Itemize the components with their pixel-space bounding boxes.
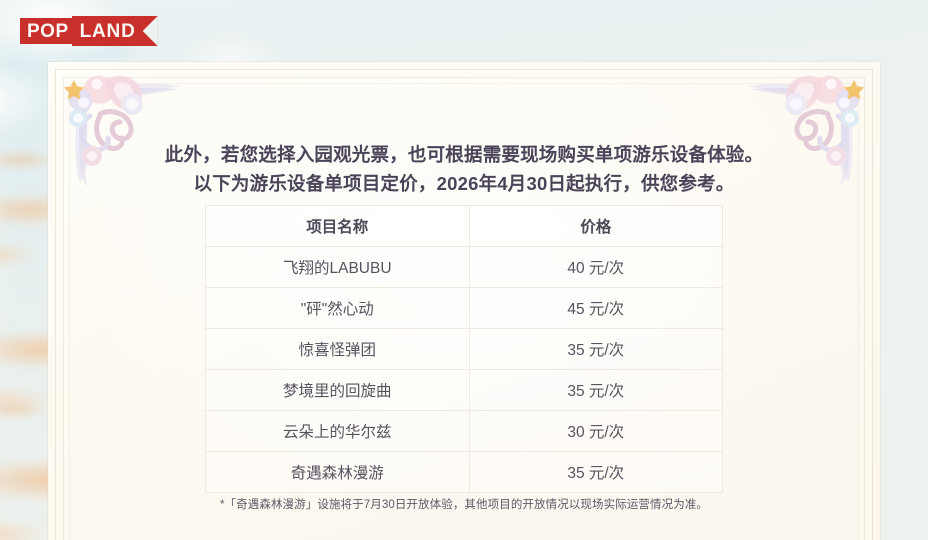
page-title: 此外，若您选择入园观光票，也可根据需要现场购买单项游乐设备体验。 以下为游乐设备… — [0, 140, 928, 198]
heading-line-1: 此外，若您选择入园观光票，也可根据需要现场购买单项游乐设备体验。 — [164, 144, 764, 165]
cell-item-name: 梦境里的回旋曲 — [205, 369, 470, 411]
table-row: 飞翔的LABUBU 40 元/次 — [205, 246, 724, 288]
table-row: 惊喜怪弹团 35 元/次 — [205, 328, 724, 370]
logo-pop-text: POP — [20, 18, 75, 44]
table-header-row: 项目名称 价格 — [205, 205, 724, 247]
column-header-item-name: 项目名称 — [205, 205, 470, 247]
column-header-price: 价格 — [468, 205, 724, 247]
logo-land-banner: LAND — [71, 16, 158, 46]
cell-item-price: 35 元/次 — [468, 328, 724, 370]
table-row: 云朵上的华尔兹 30 元/次 — [205, 410, 724, 452]
price-table: 项目名称 价格 飞翔的LABUBU 40 元/次 "砰"然心动 45 元/次 惊… — [205, 205, 724, 493]
table-row: 奇遇森林漫游 35 元/次 — [205, 451, 724, 493]
heading-line-2: 以下为游乐设备单项目定价，2026年4月30日起执行，供您参考。 — [193, 173, 735, 194]
cell-item-name: 惊喜怪弹团 — [205, 328, 470, 370]
footnote-text: *「奇遇森林漫游」设施将于7月30日开放体验，其他项目的开放情况以现场实际运营情… — [219, 499, 709, 511]
table-row: 梦境里的回旋曲 35 元/次 — [205, 369, 724, 411]
cell-item-name: 奇遇森林漫游 — [205, 451, 470, 493]
table-row: "砰"然心动 45 元/次 — [205, 287, 724, 329]
cell-item-price: 40 元/次 — [468, 246, 724, 288]
cell-item-name: "砰"然心动 — [205, 287, 470, 329]
cell-item-price: 35 元/次 — [468, 369, 724, 411]
cell-item-name: 飞翔的LABUBU — [205, 246, 470, 288]
cell-item-price: 30 元/次 — [468, 410, 724, 452]
pop-land-logo[interactable]: POP LAND — [20, 16, 158, 46]
cell-item-price: 45 元/次 — [468, 287, 724, 329]
cell-item-name: 云朵上的华尔兹 — [205, 410, 470, 452]
table-body: 飞翔的LABUBU 40 元/次 "砰"然心动 45 元/次 惊喜怪弹团 35 … — [205, 246, 724, 493]
cell-item-price: 35 元/次 — [468, 451, 724, 493]
